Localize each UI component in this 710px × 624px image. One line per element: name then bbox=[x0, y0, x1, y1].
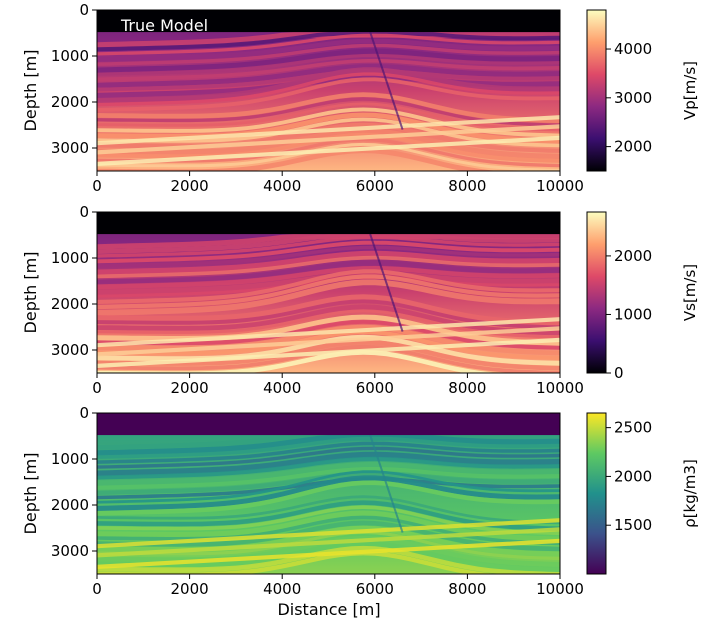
x-tick-label: 0 bbox=[92, 177, 102, 195]
x-tick-label: 0 bbox=[92, 580, 102, 598]
y-tick-label: 1000 bbox=[51, 450, 89, 468]
colorbar-tick-label: 2000 bbox=[614, 247, 652, 265]
panel-annotation: True Model bbox=[120, 16, 208, 35]
y-axis-label: Depth [m] bbox=[21, 252, 40, 334]
water-layer bbox=[97, 10, 560, 33]
water-layer bbox=[97, 212, 560, 235]
panel-1: 0 2000 4000 6000 8000 10000 0 1000 2000 3000 Depth… bbox=[21, 1, 699, 195]
colorbar: 0 1000 2000 Vs[m/s] bbox=[586, 211, 699, 382]
x-tick-label: 4000 bbox=[263, 177, 301, 195]
y-axis-label: Depth [m] bbox=[21, 50, 40, 132]
axes-frame bbox=[96, 9, 561, 172]
y-tick-label: 3000 bbox=[51, 139, 89, 157]
y-axis-label: Depth [m] bbox=[21, 453, 40, 535]
panel-3: 0 2000 4000 6000 8000 10000 0 1000 2000 3000 Depth… bbox=[21, 404, 699, 598]
x-tick-label: 4000 bbox=[263, 580, 301, 598]
axes-frame bbox=[96, 412, 561, 575]
x-tick-label: 10000 bbox=[536, 580, 584, 598]
colorbar: 2000 3000 4000 Vp[m/s] bbox=[586, 9, 699, 172]
x-tick-label: 6000 bbox=[356, 580, 394, 598]
x-axis-label: Distance [m] bbox=[277, 600, 380, 619]
colorbar-tick-label: 4000 bbox=[614, 40, 652, 58]
x-tick-label: 6000 bbox=[356, 177, 394, 195]
x-tick-label: 2000 bbox=[171, 177, 209, 195]
heatmap-image bbox=[97, 10, 560, 171]
colorbar-gradient bbox=[586, 211, 607, 374]
colorbar-gradient bbox=[586, 412, 607, 575]
colorbar-label: Vs[m/s] bbox=[681, 264, 699, 321]
y-tick-label: 1000 bbox=[51, 249, 89, 267]
colorbar: 1500 2000 2500 ρ[kg/m3] bbox=[586, 412, 699, 575]
x-tick-label: 8000 bbox=[448, 580, 486, 598]
y-tick-label: 2000 bbox=[51, 93, 89, 111]
colorbar-tick-label: 2000 bbox=[614, 467, 652, 485]
y-tick-label: 0 bbox=[79, 203, 89, 221]
colorbar-tick-label: 1500 bbox=[614, 516, 652, 534]
y-tick-label: 0 bbox=[79, 404, 89, 422]
x-tick-label: 2000 bbox=[171, 379, 209, 397]
x-tick-label: 6000 bbox=[356, 379, 394, 397]
x-tick-label: 10000 bbox=[536, 379, 584, 397]
colorbar-tick-label: 2500 bbox=[614, 419, 652, 437]
y-tick-label: 2000 bbox=[51, 295, 89, 313]
heatmap-image bbox=[97, 212, 560, 373]
colorbar-gradient bbox=[586, 9, 607, 172]
axes-frame bbox=[96, 211, 561, 374]
heatmap-image bbox=[97, 413, 560, 574]
colorbar-tick-label: 1000 bbox=[614, 305, 652, 323]
y-tick-label: 3000 bbox=[51, 542, 89, 560]
colorbar-label: ρ[kg/m3] bbox=[681, 459, 699, 528]
x-tick-label: 0 bbox=[92, 379, 102, 397]
x-tick-label: 8000 bbox=[448, 177, 486, 195]
colorbar-tick-label: 2000 bbox=[614, 138, 652, 156]
x-tick-label: 4000 bbox=[263, 379, 301, 397]
x-tick-label: 8000 bbox=[448, 379, 486, 397]
y-tick-label: 2000 bbox=[51, 496, 89, 514]
colorbar-tick-label: 3000 bbox=[614, 89, 652, 107]
x-tick-label: 10000 bbox=[536, 177, 584, 195]
panel-2: 0 2000 4000 6000 8000 100000100020003000Depth… bbox=[21, 203, 699, 397]
y-tick-label: 0 bbox=[79, 1, 89, 19]
colorbar-label: Vp[m/s] bbox=[681, 61, 699, 120]
colorbar-tick-label: 0 bbox=[614, 364, 624, 382]
water-layer bbox=[97, 413, 560, 436]
x-tick-label: 2000 bbox=[171, 580, 209, 598]
y-tick-label: 1000 bbox=[51, 47, 89, 65]
y-tick-label: 3000 bbox=[51, 341, 89, 359]
